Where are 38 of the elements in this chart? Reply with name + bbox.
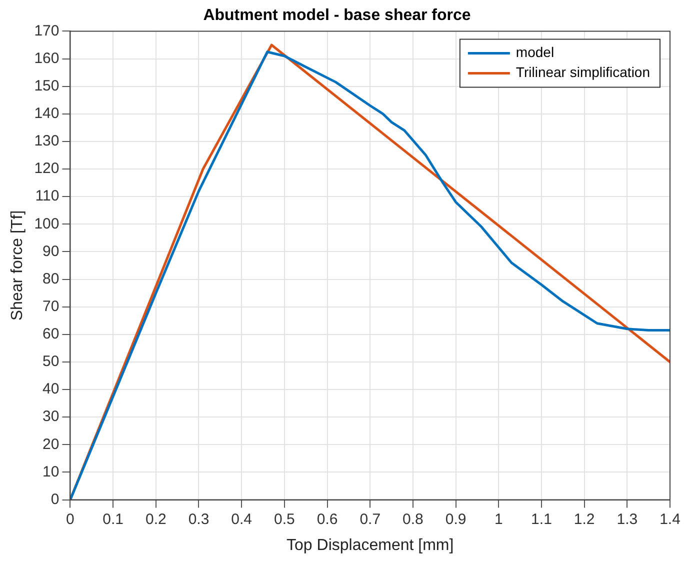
y-axis-title: Shear force [Tf] — [9, 210, 26, 321]
y-tick-label: 50 — [42, 353, 60, 370]
x-tick-label: 1.1 — [531, 510, 552, 528]
y-tick-label: 80 — [42, 270, 60, 288]
y-tick-label: 0 — [50, 490, 60, 508]
y-tick-label: 170 — [34, 22, 60, 40]
y-tick-label: 10 — [42, 463, 60, 480]
y-tick-label: 120 — [34, 160, 60, 178]
y-tick-label: 20 — [42, 436, 60, 453]
y-tick-label: 110 — [35, 188, 60, 205]
x-tick-label: 0.8 — [402, 510, 424, 528]
x-tick-label: 1.3 — [616, 510, 638, 528]
x-tick-label: 0 — [66, 510, 74, 528]
y-tick-label: 150 — [34, 77, 60, 94]
x-tick-label: 1.2 — [574, 510, 595, 528]
x-axis-title: Top Displacement [mm] — [286, 536, 454, 554]
x-tick-label: 0.7 — [360, 510, 381, 528]
x-tick-label: 1.4 — [660, 510, 680, 528]
x-tick-label: 0.2 — [145, 510, 166, 528]
y-tick-label: 40 — [42, 380, 60, 398]
y-tick-label: 90 — [42, 242, 60, 260]
x-tick-label: 0.6 — [316, 510, 338, 528]
y-tick-label: 160 — [34, 50, 60, 67]
y-tick-label: 100 — [34, 215, 60, 232]
x-tick-label: 0.5 — [274, 510, 295, 528]
x-tick-label: 0.4 — [231, 510, 252, 528]
y-tick-label: 140 — [34, 105, 60, 122]
x-tick-label: 0.3 — [188, 510, 210, 528]
chart-title: Abutment model - base shear force — [203, 7, 471, 24]
y-tick-label: 30 — [42, 408, 60, 426]
x-tick-label: 0.9 — [445, 510, 466, 528]
y-tick-label: 70 — [42, 298, 60, 315]
x-tick-label: 0.1 — [102, 510, 124, 528]
legend-label: model — [516, 44, 554, 60]
legend-label: Trilinear simplification — [516, 64, 650, 80]
y-tick-label: 60 — [42, 326, 60, 343]
x-tick-label: 1 — [494, 510, 503, 528]
y-tick-label: 130 — [34, 132, 60, 150]
